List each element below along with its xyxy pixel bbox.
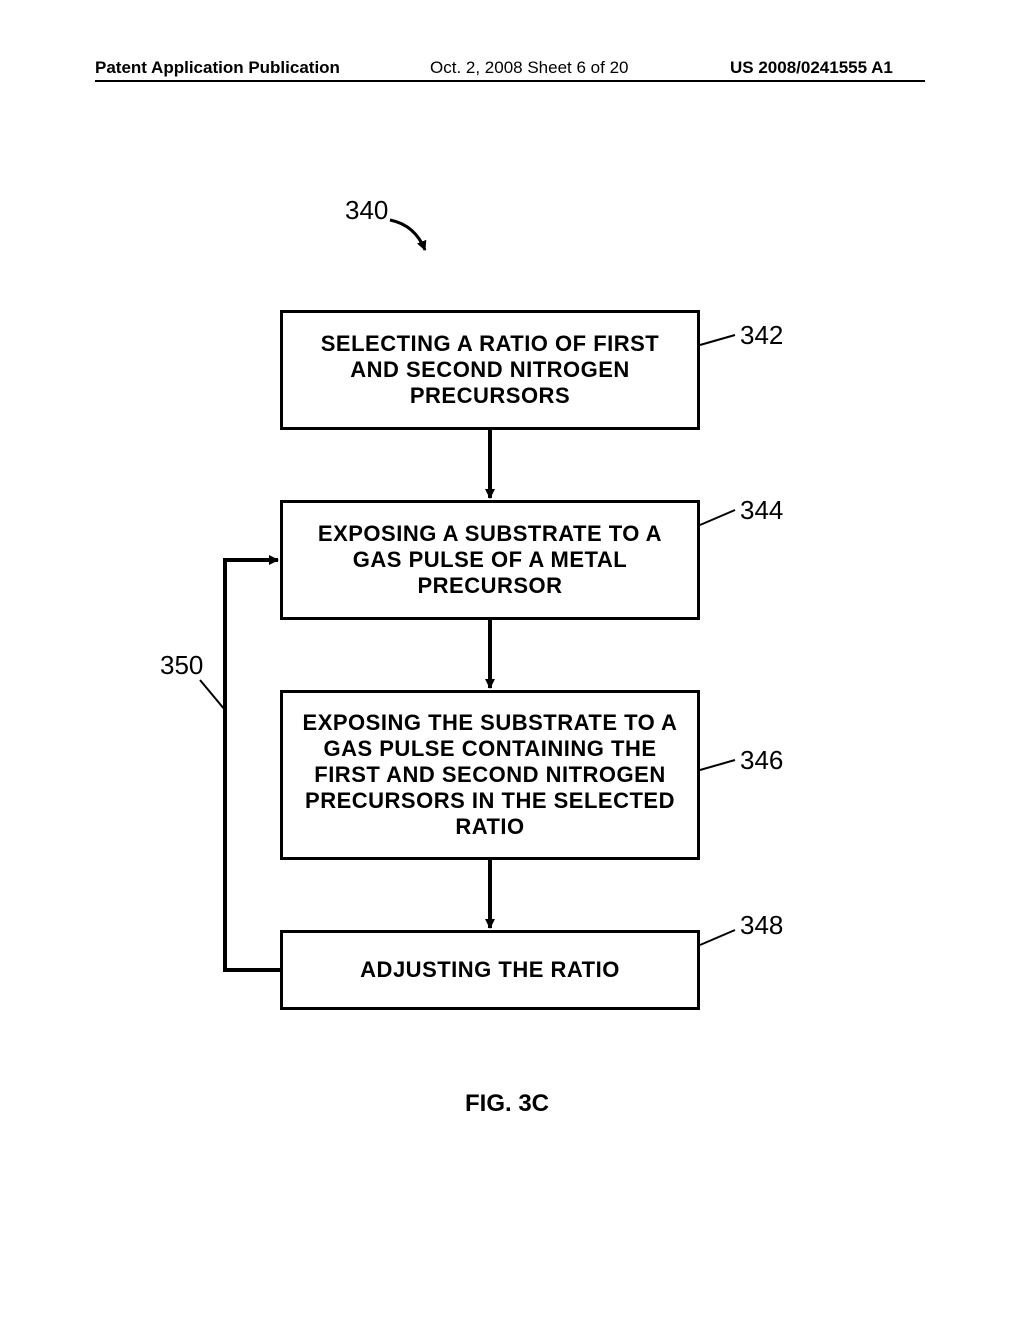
header-mid: Oct. 2, 2008 Sheet 6 of 20	[430, 58, 628, 78]
leader-346	[700, 760, 735, 770]
leader-350	[200, 680, 225, 710]
loop-350	[225, 560, 280, 970]
figure-caption: FIG. 3C	[465, 1090, 549, 1118]
header-left: Patent Application Publication	[95, 58, 340, 78]
leader-342	[700, 335, 735, 345]
leader-344	[700, 510, 735, 525]
header-right: US 2008/0241555 A1	[730, 58, 893, 78]
page: Patent Application Publication Oct. 2, 2…	[0, 0, 1024, 1320]
leader-348	[700, 930, 735, 945]
header-rule	[95, 80, 925, 82]
flowchart: 340 SELECTING A RATIO OF FIRST AND SECON…	[0, 150, 1024, 1150]
arrow-340	[390, 220, 425, 250]
connectors	[0, 150, 1024, 1150]
